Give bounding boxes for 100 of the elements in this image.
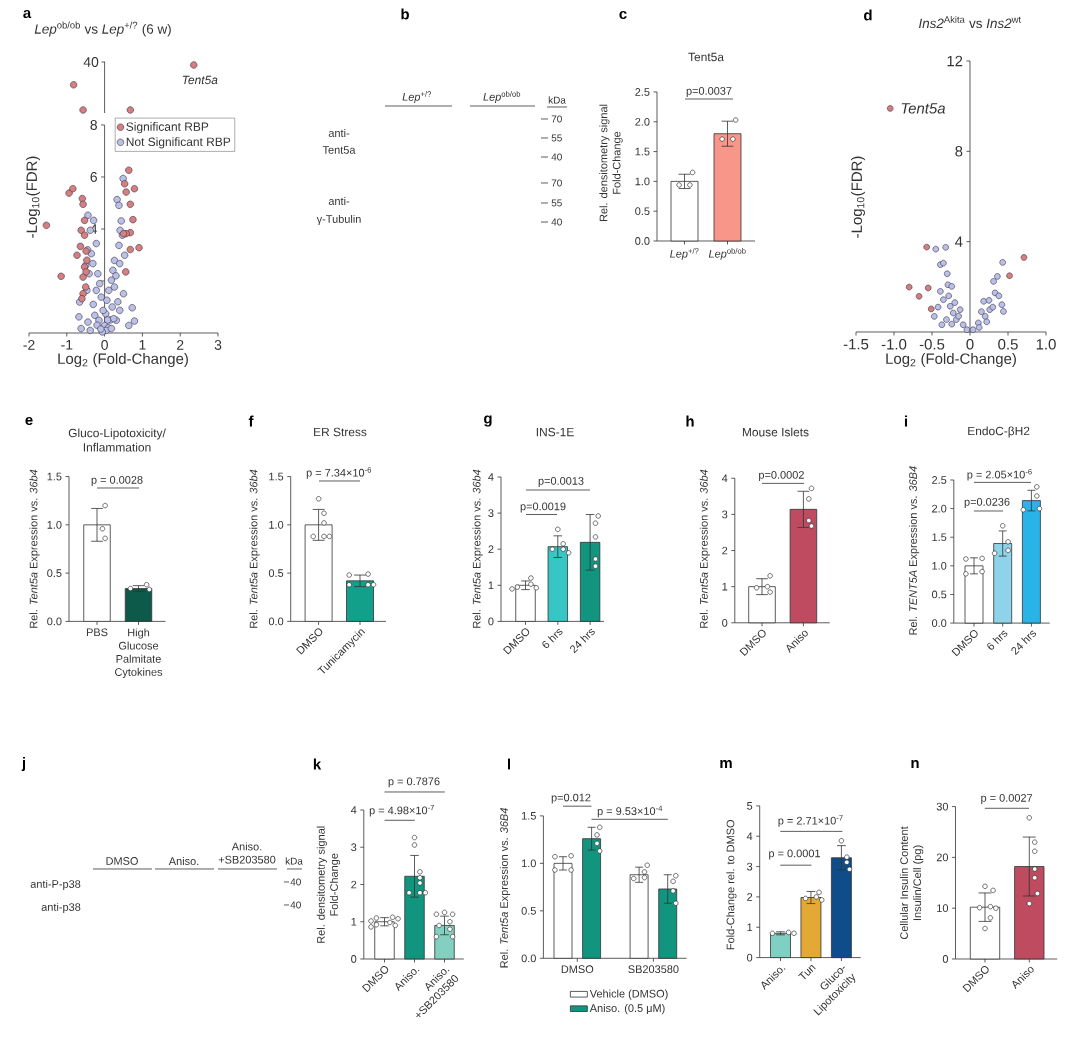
text: anti-p38 [41, 902, 81, 914]
y-tick-label: 1 [722, 582, 728, 591]
x-tick-label: 0 [101, 340, 108, 350]
text: n [911, 759, 919, 769]
x-tick-label: -2 [23, 340, 35, 350]
y-tick-label: 0.0 [268, 617, 284, 626]
y-tick-label: 3 [488, 509, 494, 517]
text: g [484, 415, 492, 427]
y-tick-label: 0.0 [521, 954, 536, 963]
x-tick-label: 6 hrs [987, 630, 1008, 650]
y-axis-title: Rel. Tent5a Expression vs. 36b4 [249, 469, 260, 628]
text: d [864, 9, 872, 21]
text: Lep$^{ob/ob}$ [483, 91, 521, 103]
annotation: p = 0.0001 [769, 849, 821, 860]
annotation: p=0.0002 [759, 471, 804, 481]
y-axis-title: Rel. Tent5a Expression vs. 36B4 [499, 808, 511, 968]
y-tick-label: 0 [942, 955, 949, 963]
y-tick-label: 4 [488, 473, 494, 481]
x-tick-label: -1.0 [881, 339, 907, 350]
x-axis-title: Log$_{2}$ (Fold-Change) [58, 353, 188, 367]
x-tick-label: SB203580 [628, 965, 679, 974]
y-axis-title: Rel. densitometry signal Fold-Change [316, 826, 341, 943]
x-tick-label: 1.0 [1036, 339, 1056, 350]
text: p = 0.0027 [981, 794, 1033, 804]
y-tick-label: 2 [488, 545, 494, 554]
y-tick-label: 8 [955, 146, 963, 157]
text: kDa [548, 96, 566, 104]
y-tick-label: 10 [937, 904, 949, 913]
x-tick-label: 2 [177, 340, 184, 350]
text: e [25, 416, 33, 426]
text: γ-Tubulin [316, 214, 361, 226]
chart-title: ER Stress [314, 427, 367, 437]
annotation: p = 4.98×10$^{-7}$ [369, 804, 435, 817]
y-tick-label: 12 [947, 55, 963, 67]
annotation: 40 [83, 57, 99, 67]
legend-label: Vehicle (DMSO) [589, 989, 668, 1000]
x-tick-label: -1 [61, 340, 73, 350]
y-axis-title: Rel. Tent5a Expression vs. 36b4 [699, 469, 710, 628]
annotation: p = 9.53×10$^{-4}$ [597, 805, 663, 818]
y-tick-label: 1 [351, 917, 357, 926]
text: kDa [285, 857, 303, 865]
x-tick-label: 24 hrs [1011, 630, 1037, 656]
text: p = 0.7876 [388, 777, 440, 788]
text: h [686, 415, 694, 427]
y-tick-label: 2.5 [932, 476, 947, 484]
y-tick-label: 1 [488, 581, 494, 590]
x-tick-label: 3 [214, 340, 222, 350]
text: anti-P-p38 [30, 879, 81, 891]
y-axis-title: -Log$_{10}$(FDR) [26, 156, 40, 238]
y-tick-label: 1.5 [932, 533, 947, 542]
y-axis-title: -Log$_{10}$(FDR) [851, 156, 865, 238]
x-tick-label: -0.5 [919, 339, 945, 350]
y-tick-label: 0 [351, 955, 357, 963]
y-tick-label: 3 [351, 843, 357, 852]
annotation: p = 2.05×10$^{-6}$ [967, 468, 1032, 481]
chart-title: Ins2$^{Akita}$ vs Ins2$^{wt}$ [918, 15, 1021, 29]
y-tick-label: 1.5 [635, 147, 650, 156]
y-tick-label: 1.0 [635, 177, 650, 186]
annotation: p=0.0019 [520, 502, 566, 513]
y-tick-label: 4 [746, 832, 753, 840]
y-tick-label: 0.5 [47, 569, 62, 577]
y-tick-label: 8 [90, 120, 97, 130]
y-axis-title: Rel. densitometry signal Fold-Change [599, 104, 623, 222]
y-tick-label: 0.5 [521, 906, 536, 915]
chart-title: Tent5a [688, 52, 724, 62]
annotation: p = 2.71×10$^{-7}$ [778, 815, 843, 827]
x-tick-label: DMSO [561, 965, 594, 974]
y-tick-label: 2 [747, 893, 753, 901]
text: anti- [328, 128, 350, 138]
y-tick-label: 2 [722, 546, 728, 555]
annotation: p = 0.0028 [91, 476, 143, 486]
y-tick-label: 1.0 [47, 520, 62, 529]
y-axis-title: Rel. Tent5a Expression vs. 36b4 [29, 469, 40, 628]
y-tick-label: 5 [747, 802, 753, 810]
text: Lep$^{+/?}$ [402, 91, 432, 103]
annotation: p=0.0236 [964, 498, 1010, 508]
x-tick-label: 24 hrs [570, 629, 595, 654]
y-tick-label: 20 [936, 853, 949, 862]
text: l [507, 758, 511, 770]
chart-title: Mouse Islets [742, 427, 809, 437]
text: j [21, 757, 26, 771]
y-axis-title: Cellular Insulin Content Insulin/Cell (pg) [899, 826, 924, 940]
text: 40 [551, 153, 562, 161]
x-tick-label: High Glucose Palmitate Cytokines [115, 628, 163, 679]
text: f [248, 415, 254, 427]
x-tick-label: 0.5 [998, 339, 1018, 350]
text: a [23, 9, 32, 19]
legend-label: Not Significant RBP [126, 137, 231, 149]
text: 70 [551, 179, 562, 187]
x-axis-title: Log$_{2}$ (Fold-Change) [886, 353, 1016, 367]
text: 40 [290, 878, 301, 886]
chart-title: INS-1E [536, 427, 574, 437]
y-axis-title: Rel. TENT5A Expression vs. 36B4 [908, 466, 920, 635]
y-tick-label: 3 [747, 862, 753, 871]
text: k [313, 758, 322, 770]
annotation: p=0.0037 [686, 87, 732, 97]
text: 55 [551, 134, 562, 142]
annotation: p = 7.34×10$^{-6}$ [306, 467, 372, 479]
x-tick-label: PBS [86, 628, 108, 637]
x-tick-label: 1 [139, 340, 146, 350]
